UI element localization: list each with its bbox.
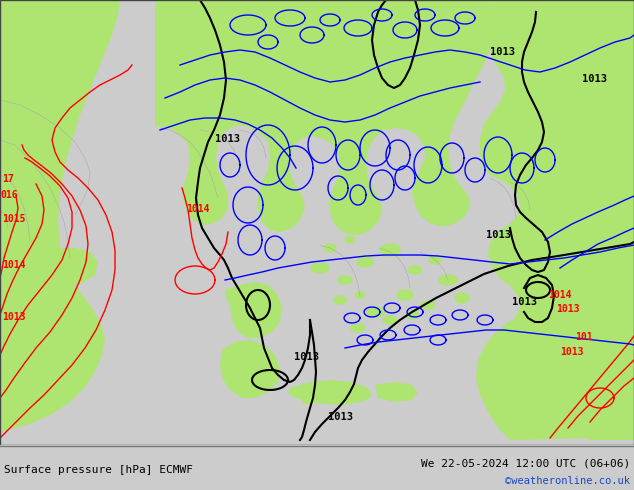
Polygon shape — [406, 311, 418, 319]
Text: 1014: 1014 — [186, 204, 209, 214]
Text: 1014: 1014 — [2, 260, 25, 270]
Polygon shape — [355, 292, 365, 298]
Circle shape — [15, 68, 29, 82]
Polygon shape — [455, 293, 469, 303]
Polygon shape — [429, 256, 441, 264]
Text: 1013: 1013 — [560, 347, 583, 357]
Text: ©weatheronline.co.uk: ©weatheronline.co.uk — [505, 476, 630, 486]
Polygon shape — [380, 244, 400, 256]
Text: 1013: 1013 — [490, 47, 515, 57]
Polygon shape — [324, 244, 336, 252]
Polygon shape — [288, 380, 372, 405]
Text: 1013: 1013 — [582, 74, 607, 84]
Polygon shape — [367, 307, 385, 317]
Polygon shape — [375, 382, 418, 402]
Polygon shape — [357, 257, 373, 267]
Polygon shape — [155, 0, 495, 235]
Polygon shape — [408, 266, 422, 274]
Text: 1013: 1013 — [486, 230, 511, 240]
Circle shape — [26, 242, 38, 254]
Polygon shape — [397, 290, 413, 300]
Polygon shape — [0, 0, 120, 432]
Polygon shape — [345, 237, 355, 243]
Text: 101: 101 — [575, 332, 593, 342]
Polygon shape — [334, 296, 346, 304]
Polygon shape — [338, 276, 352, 284]
Text: 1013: 1013 — [215, 134, 240, 144]
Polygon shape — [351, 324, 365, 332]
Polygon shape — [421, 301, 435, 309]
Text: 17: 17 — [2, 174, 14, 184]
Polygon shape — [311, 263, 329, 273]
Text: 1013: 1013 — [294, 352, 319, 362]
Text: 1013: 1013 — [328, 412, 353, 422]
Circle shape — [302, 392, 314, 404]
Text: Surface pressure [hPa] ECMWF: Surface pressure [hPa] ECMWF — [4, 465, 193, 475]
Polygon shape — [220, 340, 280, 398]
Text: 1013: 1013 — [556, 304, 579, 314]
Text: We 22-05-2024 12:00 UTC (06+06): We 22-05-2024 12:00 UTC (06+06) — [421, 458, 630, 468]
Polygon shape — [383, 316, 397, 324]
Text: 1013: 1013 — [2, 312, 25, 322]
Text: 1014: 1014 — [548, 290, 571, 300]
Text: 016: 016 — [0, 190, 18, 200]
Polygon shape — [58, 248, 98, 285]
Polygon shape — [476, 0, 634, 440]
Polygon shape — [225, 282, 282, 338]
Polygon shape — [439, 275, 457, 285]
Text: 1013: 1013 — [512, 297, 537, 307]
Text: 1015: 1015 — [2, 214, 25, 224]
